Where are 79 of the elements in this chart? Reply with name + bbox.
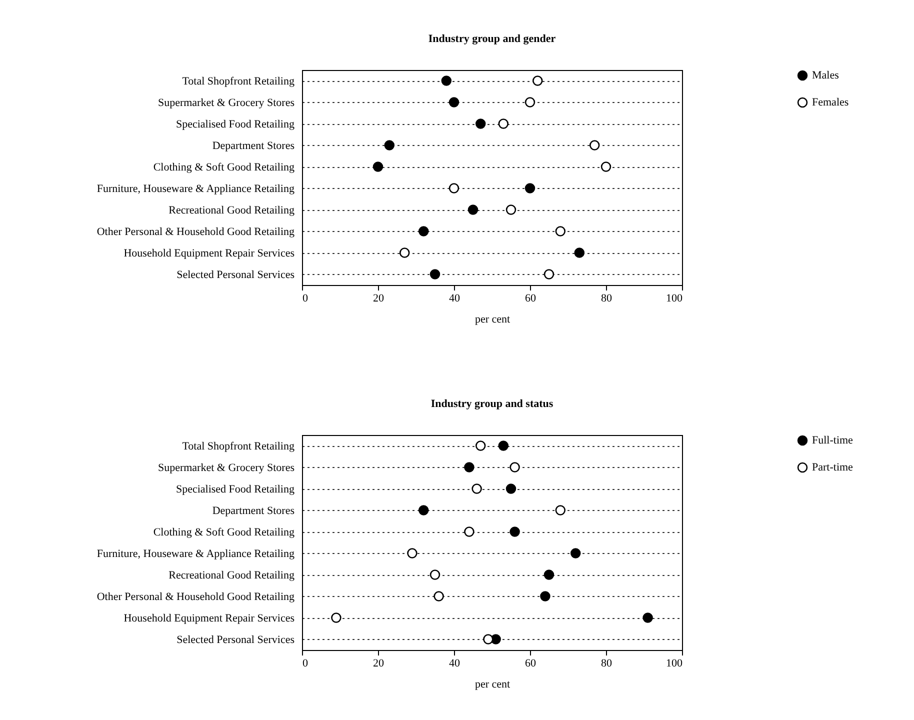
point [475,440,486,451]
point [475,118,486,129]
y-tick-label: Furniture, Houseware & Appliance Retailing [96,182,295,195]
y-tick-label: Total Shopfront Retailing [182,440,295,452]
point [555,226,566,236]
y-tick-label: Household Equipment Repair Services [124,247,294,260]
y-tick-label: Department Stores [212,504,294,517]
point [448,183,460,194]
y-tick-label: Furniture, Houseware & Appliance Retailing [96,548,295,560]
point [483,634,494,644]
x-tick-label: 100 [666,292,683,304]
y-tick-label: Clothing & Soft Good Retailing [153,526,295,538]
point [418,505,429,516]
y-tick-label: Other Personal & Household Good Retailing [96,226,295,238]
x-tick-label: 100 [666,658,683,670]
y-tick-label: Specialised Food Retailing [176,483,295,496]
x-axis-title: per cent [474,678,510,690]
point [418,226,429,236]
y-tick-label: Recreational Good Retailing [168,569,295,582]
point [441,76,452,86]
point [510,526,520,537]
legend-label: Full-time [812,434,854,446]
point [540,591,550,602]
y-tick-label: Other Personal & Household Good Retailing [96,590,295,603]
y-tick-label: Household Equipment Repair Services [124,612,294,624]
point [434,591,444,602]
legend-label: Part-time [812,462,854,474]
chart-title: Industry group and gender [428,33,556,45]
x-tick-label: 60 [525,292,536,304]
x-tick-label: 20 [373,292,384,304]
point [464,526,474,537]
y-tick-label: Supermarket & Grocery Stores [158,96,294,109]
y-tick-label: Selected Personal Services [176,268,294,281]
legend-label: Females [812,96,849,108]
point [430,570,440,580]
point [544,269,554,280]
point [524,97,536,108]
chart-title: Industry group and status [430,398,554,410]
point [510,462,520,472]
point [468,204,478,215]
point [589,140,600,150]
x-tick-label: 0 [302,658,308,670]
point [506,204,516,215]
y-tick-label: Specialised Food Retailing [176,118,295,130]
point [399,248,410,258]
point [570,548,581,558]
y-tick-label: Clothing & Soft Good Retailing [153,161,295,174]
y-tick-label: Department Stores [212,140,294,152]
point [448,97,460,108]
point [331,612,342,623]
point [498,118,509,129]
x-axis-title: per cent [474,314,510,326]
point [642,612,653,623]
point [498,440,509,451]
point [555,505,566,516]
x-tick-label: 40 [449,658,460,670]
y-tick-label: Recreational Good Retailing [168,204,295,216]
x-tick-label: 80 [601,292,612,304]
point [574,248,585,258]
x-tick-label: 20 [373,658,384,670]
point [506,484,516,494]
legend-label: Males [812,70,839,82]
x-tick-label: 0 [302,292,308,304]
point [372,162,384,172]
y-tick-label: Selected Personal Services [176,634,294,646]
point [532,76,543,86]
point [407,548,418,558]
x-tick-label: 60 [525,658,536,670]
y-tick-label: Total Shopfront Retailing [182,75,295,88]
point [600,162,612,172]
x-tick-label: 80 [601,658,612,670]
point [464,462,474,472]
point [384,140,395,150]
y-tick-label: Supermarket & Grocery Stores [158,462,294,474]
point [430,269,440,280]
x-tick-label: 40 [449,292,460,304]
point [524,183,536,194]
point [544,570,554,580]
point [472,484,482,494]
